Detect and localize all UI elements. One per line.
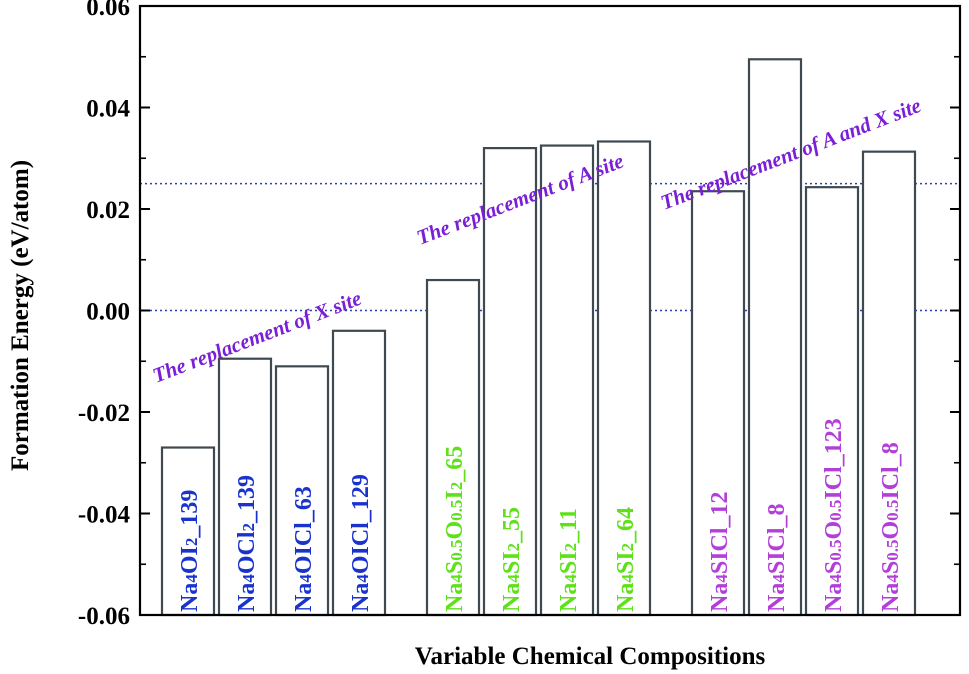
- bar-label: Na4SICl_8: [764, 503, 790, 612]
- bar-label: Na4SI2_11: [556, 508, 582, 612]
- y-axis-ticks: -0.06 -0.04 -0.02 0.00 0.02 0.04 0.06: [78, 0, 960, 630]
- bar-label: Na4OICl_129: [348, 474, 374, 612]
- bar-label: Na4OCl2_139: [234, 475, 260, 612]
- y-axis-title: Formation Energy (eV/atom): [7, 160, 34, 471]
- bar-labels: Na4OI2_139 Na4OCl2_139 Na4OICl_63 Na4OICl_1…: [177, 418, 904, 612]
- bar: [861, 150, 917, 617]
- bar: [690, 190, 746, 617]
- bar: [804, 186, 860, 617]
- y-tick-label: -0.04: [78, 502, 131, 529]
- y-tick-label: 0.04: [86, 96, 130, 123]
- bar: [482, 147, 538, 617]
- bar: [274, 365, 330, 617]
- bar-label: Na4SI2_55: [499, 507, 525, 612]
- y-tick-label: 0.00: [86, 299, 130, 326]
- bar-label: Na4S0.5O0.5ICl_8: [878, 442, 904, 612]
- y-tick-label: 0.06: [86, 0, 130, 21]
- bar-label: Na4OICl_63: [291, 486, 317, 612]
- y-tick-label: -0.06: [78, 603, 130, 630]
- bar: [539, 144, 595, 617]
- y-tick-label: 0.02: [86, 197, 130, 224]
- bar-label: Na4OI2_139: [177, 490, 203, 612]
- y-tick-label: -0.02: [78, 400, 130, 427]
- bar-label: Na4S0.5O0.5ICl_123: [821, 418, 847, 612]
- bar-label: Na4S0.5O0.5I2_65: [442, 446, 468, 612]
- bar-label: Na4SI2_64: [613, 507, 639, 612]
- bar: [331, 329, 387, 617]
- bar-label: Na4SICl_12: [707, 491, 733, 612]
- bar: [596, 140, 652, 617]
- x-axis-title: Variable Chemical Compositions: [415, 643, 766, 670]
